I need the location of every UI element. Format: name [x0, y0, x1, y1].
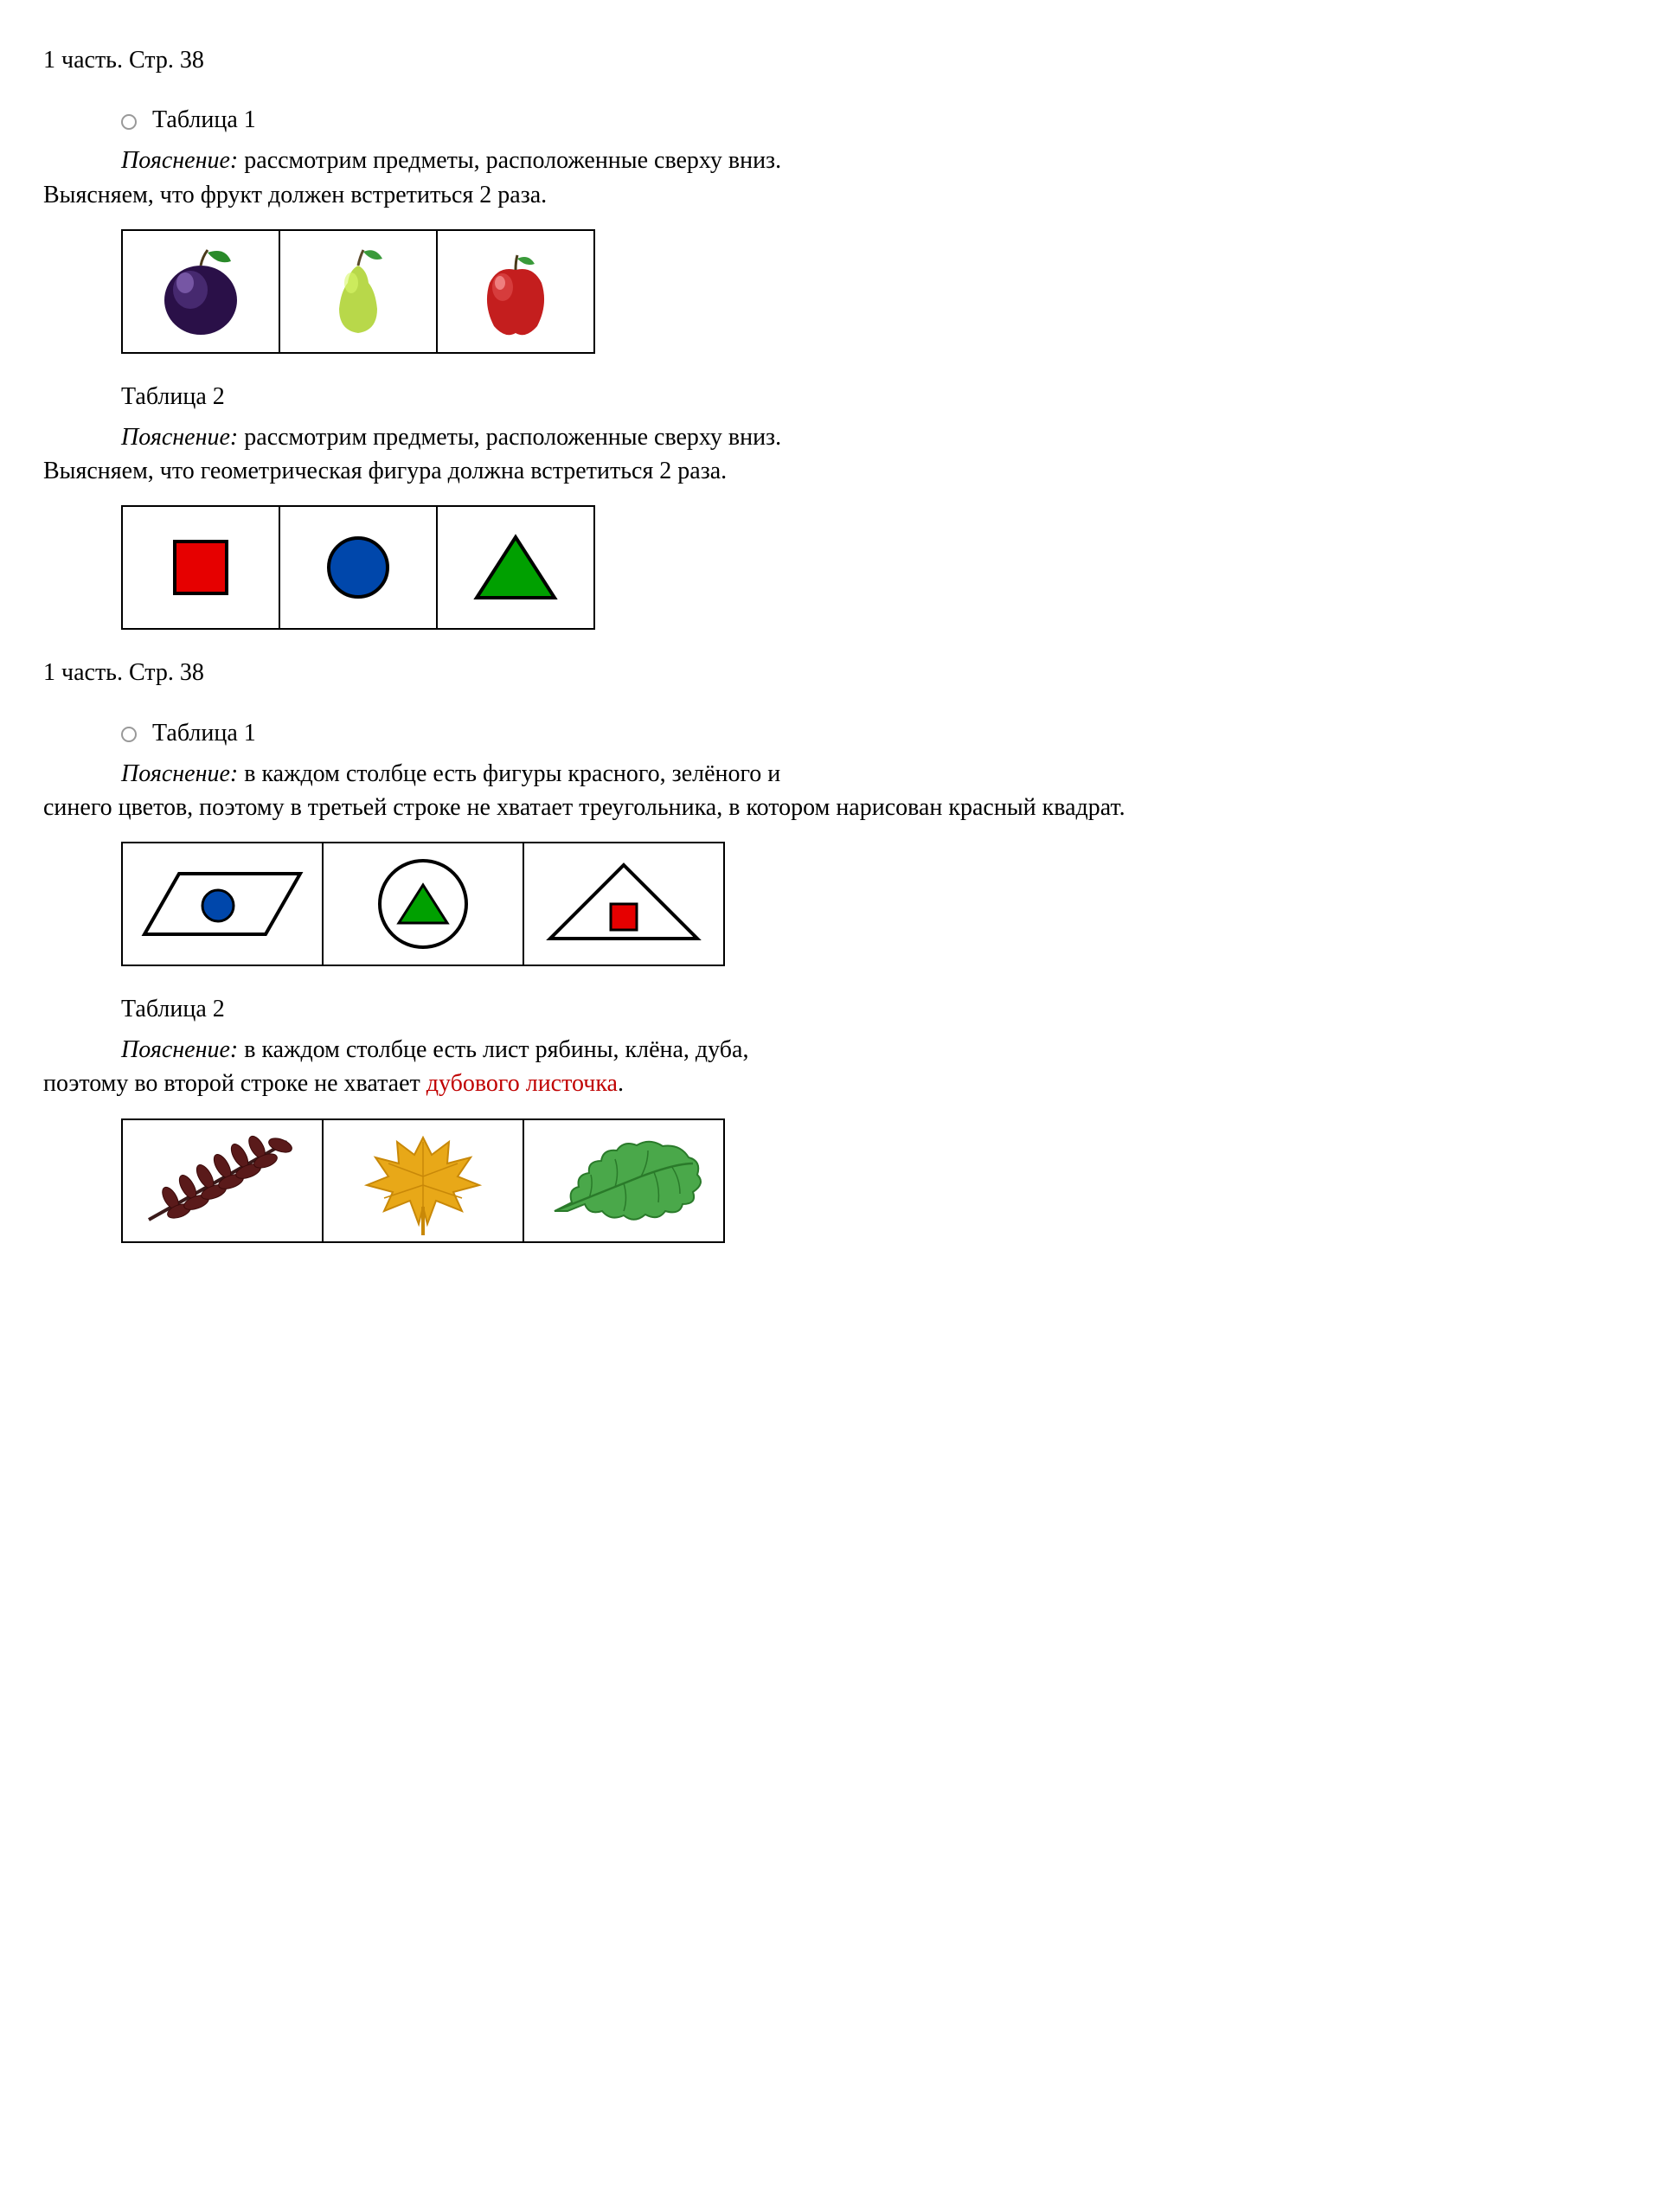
- explain-text-a: поэтому во второй строке не хватает: [43, 1070, 426, 1097]
- sec2-t2-explain-line1: Пояснение: в каждом столбце есть лист ря…: [121, 1033, 1637, 1067]
- blue-circle-icon: [315, 524, 401, 611]
- cell-pear: [279, 229, 438, 354]
- cell-parallelogram-circle: [121, 842, 324, 966]
- explain-label: Пояснение:: [121, 760, 238, 787]
- cell-square: [121, 505, 280, 630]
- cell-circle-triangle: [322, 842, 524, 966]
- explain-text-red: дубового листочка: [426, 1070, 618, 1097]
- sec1-t2-explain-line1: Пояснение: рассмотрим предметы, располож…: [121, 420, 1637, 454]
- sec2-t2-explain-line2: поэтому во второй строке не хватает дубо…: [43, 1067, 1637, 1100]
- maple-leaf-icon: [354, 1125, 492, 1237]
- cell-triangle: [436, 505, 595, 630]
- sec1-t2-heading: Таблица 2: [121, 380, 1637, 413]
- apple-icon: [464, 240, 567, 343]
- sec1-t1-explain-line1: Пояснение: рассмотрим предметы, располож…: [121, 144, 1637, 177]
- explain-text: в каждом столбце есть фигуры красного, з…: [238, 760, 780, 787]
- cell-plum: [121, 229, 280, 354]
- explain-text: рассмотрим предметы, расположенные сверх…: [238, 147, 781, 174]
- sec1-t2-cells: [121, 505, 1637, 630]
- explain-text-c: .: [618, 1070, 624, 1097]
- sec2-t1-explain-line1: Пояснение: в каждом столбце есть фигуры …: [121, 757, 1637, 791]
- sec2-t2-heading: Таблица 2: [121, 992, 1637, 1026]
- explain-label: Пояснение:: [121, 1036, 238, 1063]
- cell-circle: [279, 505, 438, 630]
- red-square-icon: [157, 524, 244, 611]
- cell-oak-leaf: [523, 1118, 725, 1243]
- triangle-redsquare-icon: [537, 852, 710, 956]
- plum-icon: [149, 240, 253, 343]
- oak-leaf-icon: [537, 1125, 710, 1237]
- sec1-t1-explain-line2: Выясняем, что фрукт должен встретиться 2…: [43, 178, 1637, 212]
- circle-greentriangle-icon: [354, 852, 492, 956]
- sec2-t1-cells: [121, 842, 1637, 966]
- explain-text: рассмотрим предметы, расположенные сверх…: [238, 424, 781, 451]
- section2-title: 1 часть. Стр. 38: [43, 656, 1637, 689]
- sec2-t1-heading: Таблица 1: [121, 716, 1637, 750]
- sec1-t1-cells: [121, 229, 1637, 354]
- cell-rowan-leaf: [121, 1118, 324, 1243]
- cell-maple-leaf: [322, 1118, 524, 1243]
- explain-text: в каждом столбце есть лист рябины, клёна…: [238, 1036, 748, 1063]
- sec1-t1-heading: Таблица 1: [121, 103, 1637, 137]
- sec1-t2-explain-line2: Выясняем, что геометрическая фигура долж…: [43, 454, 1637, 488]
- explain-label: Пояснение:: [121, 424, 238, 451]
- rowan-leaf-icon: [131, 1125, 313, 1237]
- sec2-t2-cells: [121, 1118, 1637, 1243]
- parallelogram-bluecircle-icon: [136, 852, 309, 956]
- sec2-t1-explain-line2: синего цветов, поэтому в третьей строке …: [43, 791, 1637, 824]
- green-triangle-icon: [464, 524, 567, 611]
- cell-apple: [436, 229, 595, 354]
- pear-icon: [306, 240, 410, 343]
- cell-triangle-square: [523, 842, 725, 966]
- explain-label: Пояснение:: [121, 147, 238, 174]
- section1-title: 1 часть. Стр. 38: [43, 43, 1637, 77]
